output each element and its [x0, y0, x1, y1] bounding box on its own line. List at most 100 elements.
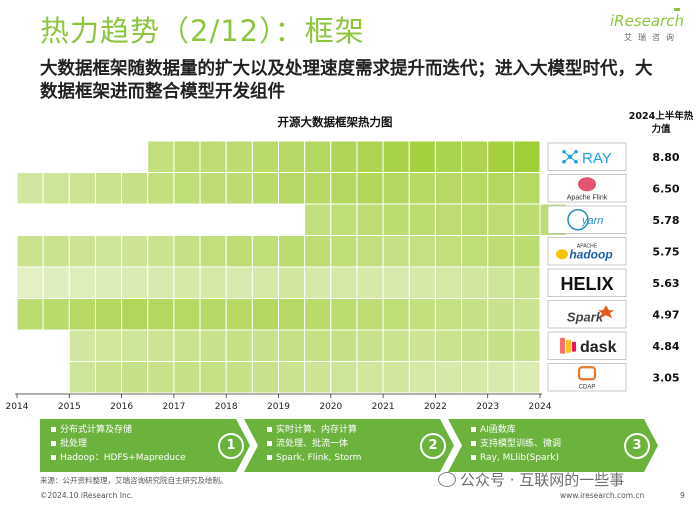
heat-cell — [16, 266, 44, 299]
heat-cell — [199, 298, 227, 331]
heat-cell — [68, 172, 96, 205]
x-tick-label: 2019 — [267, 402, 290, 412]
heat-cell — [356, 266, 384, 299]
heat-cell — [382, 140, 410, 173]
heat-cell — [94, 298, 123, 331]
heat-cell — [304, 329, 332, 362]
heat-cell — [199, 266, 227, 299]
heat-cell — [173, 266, 201, 299]
heat-cell — [461, 361, 489, 394]
value-column-header: 2024上半年热力值 — [628, 111, 694, 135]
heat-cell — [225, 235, 253, 268]
stage-2: 实时计算、内存计算 流处理、批流一体 Spark, Flink, Storm 2 — [262, 419, 446, 472]
heat-cell — [199, 235, 227, 268]
heat-cell — [356, 140, 384, 173]
stage-1-number: 1 — [218, 433, 244, 459]
heat-cell — [251, 361, 280, 394]
x-tick-label: 2023 — [476, 402, 499, 412]
heat-cell — [408, 266, 436, 299]
stage-3-item: 支持模型训练、微调 — [471, 437, 646, 451]
spark-logo-icon-frame — [547, 300, 627, 329]
svg-text:dask: dask — [580, 339, 617, 356]
x-tick-label: 2021 — [372, 402, 395, 412]
heat-cell — [278, 140, 306, 173]
heat-cell — [461, 172, 489, 205]
source-note: 来源：公开资料整理，艾瑞咨询研究院自主研究及绘制。 — [40, 476, 228, 485]
heat-cell — [382, 266, 410, 299]
heat-cell — [434, 172, 463, 205]
heat-cell — [356, 203, 384, 236]
heat-cell — [278, 266, 306, 299]
heat-cell — [304, 361, 332, 394]
heat-cell — [121, 361, 149, 394]
x-tick-label: 2018 — [215, 402, 238, 412]
heat-cell — [487, 329, 515, 362]
heat-cell — [461, 235, 489, 268]
heat-cell — [330, 140, 358, 173]
heat-value: 5.78 — [652, 214, 679, 227]
heat-cell — [42, 266, 70, 299]
chart-title: 开源大数据框架热力图 — [277, 115, 393, 129]
heat-cell — [147, 361, 175, 394]
heat-cell — [251, 266, 280, 299]
heat-cell — [42, 235, 70, 268]
heat-cell — [356, 172, 384, 205]
heat-cell — [225, 172, 253, 205]
heat-value: 8.80 — [652, 151, 679, 164]
heat-cell — [16, 172, 44, 205]
heat-value: 5.75 — [652, 245, 679, 258]
stage-arrow-2 — [244, 419, 454, 472]
heat-cell — [68, 329, 96, 362]
heat-cell — [513, 235, 541, 268]
heat-cell — [461, 298, 489, 331]
stage-3-number: 3 — [624, 433, 650, 459]
heat-cell — [225, 266, 253, 299]
heat-cell — [147, 266, 175, 299]
ray-logo-icon: RAY — [562, 150, 612, 167]
heat-cell — [199, 172, 227, 205]
heat-cell — [382, 361, 410, 394]
watermark-text: 公众号 · 互联网的一些事 — [460, 471, 625, 489]
heat-cell — [330, 361, 358, 394]
heat-cell — [199, 329, 227, 362]
heat-cell — [173, 172, 201, 205]
heat-cell — [251, 172, 280, 205]
heat-cell — [408, 172, 436, 205]
x-tick-label: 2024 — [529, 402, 552, 412]
x-tick-label: 2015 — [58, 402, 81, 412]
heat-cell — [330, 298, 358, 331]
heat-cell — [408, 235, 436, 268]
heatmap-chart: RAY 8.80 Apache Flink 6.50 yarn 5.78 APACHEhad… — [6, 140, 680, 412]
heat-cell — [173, 361, 201, 394]
heat-cell — [461, 140, 489, 173]
heat-cell — [304, 298, 332, 331]
heat-cell — [278, 361, 306, 394]
website: www.iresearch.com.cn — [560, 491, 645, 500]
brand-logo-text: iResearch — [610, 12, 684, 30]
spark-logo-icon: Spark — [567, 305, 614, 324]
stage-3-item: AI函数库 — [471, 423, 646, 437]
heat-cell — [16, 235, 44, 268]
heat-cell — [173, 235, 201, 268]
heat-cell — [147, 140, 175, 173]
svg-text:APACHE: APACHE — [577, 243, 598, 249]
heat-cell — [68, 266, 96, 299]
heat-cell — [382, 298, 410, 331]
heat-cell — [487, 235, 515, 268]
heat-cell — [147, 235, 175, 268]
heat-cell — [434, 298, 463, 331]
heat-value: 5.63 — [652, 277, 679, 290]
svg-text:CDAP: CDAP — [579, 384, 596, 390]
helix-logo-icon-frame — [547, 268, 627, 297]
heat-cell — [408, 361, 436, 394]
heat-cell — [513, 203, 541, 236]
yarn-logo-icon: yarn — [567, 209, 603, 231]
heat-cell — [199, 140, 227, 173]
heat-cell — [121, 329, 149, 362]
wechat-icon — [438, 472, 456, 487]
heat-cell — [408, 329, 436, 362]
heat-cell — [225, 298, 253, 331]
heat-cell — [513, 172, 541, 205]
helix-logo-icon: HELIX — [560, 274, 613, 294]
